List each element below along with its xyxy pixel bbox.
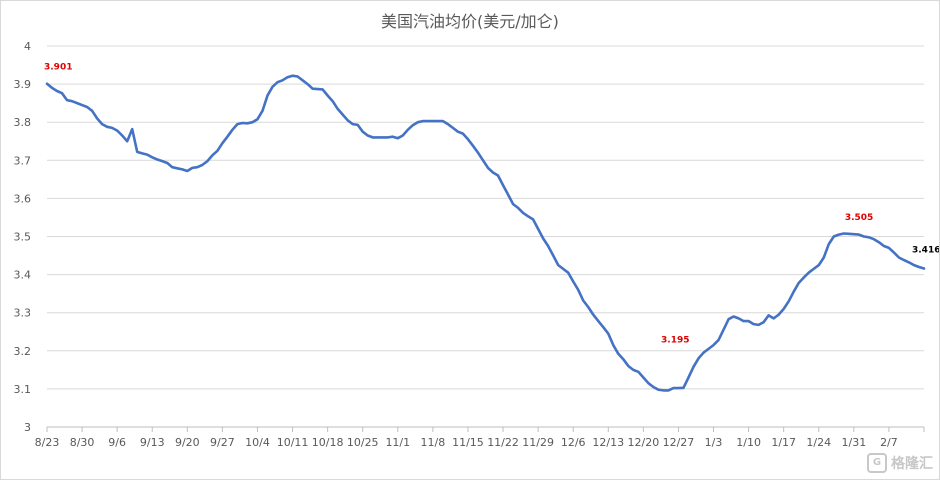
x-tick-label: 1/10 bbox=[736, 436, 761, 449]
data-label: 3.505 bbox=[845, 213, 873, 223]
series-line bbox=[45, 74, 926, 392]
x-tick-label: 11/22 bbox=[487, 436, 519, 449]
y-tick-label: 3.4 bbox=[14, 269, 32, 282]
x-tick-label: 1/31 bbox=[841, 436, 866, 449]
x-tick-label: 11/29 bbox=[522, 436, 554, 449]
watermark-logo: G 格隆汇 bbox=[867, 453, 933, 473]
gelonghui-logo-icon: G bbox=[867, 453, 887, 473]
chart-title: 美国汽油均价(美元/加仑) bbox=[381, 12, 559, 31]
x-tick-label: 11/1 bbox=[385, 436, 410, 449]
y-tick-label: 3.6 bbox=[14, 192, 32, 205]
x-tick-label: 1/24 bbox=[806, 436, 831, 449]
y-tick-label: 3.7 bbox=[14, 154, 32, 167]
x-tick-label: 2/7 bbox=[880, 436, 898, 449]
x-tick-label: 8/23 bbox=[35, 436, 60, 449]
gridlines bbox=[46, 45, 925, 432]
x-tick-label: 11/15 bbox=[452, 436, 484, 449]
y-tick-label: 4 bbox=[24, 40, 31, 53]
x-tick-label: 9/13 bbox=[140, 436, 165, 449]
data-annotations: 3.901 3.195 3.505 3.416 bbox=[44, 63, 939, 346]
x-tick-label: 9/6 bbox=[108, 436, 126, 449]
x-tick-label: 12/27 bbox=[663, 436, 695, 449]
y-tick-label: 3.3 bbox=[14, 307, 32, 320]
watermark-text: 格隆汇 bbox=[891, 456, 933, 472]
y-axis-tick-labels: 3 3.1 3.2 3.3 3.4 3.5 3.6 3.7 3.8 3.9 4 bbox=[14, 40, 32, 434]
x-tick-label: 11/8 bbox=[421, 436, 446, 449]
x-tick-label: 1/17 bbox=[771, 436, 796, 449]
x-tick-label: 9/20 bbox=[175, 436, 200, 449]
data-label: 3.901 bbox=[44, 63, 72, 73]
y-tick-label: 3.9 bbox=[14, 78, 32, 91]
x-axis-tick-labels: 8/23 8/30 9/6 9/13 9/20 9/27 10/4 10/11 10/18 10/… bbox=[35, 436, 898, 449]
y-tick-label: 3.8 bbox=[14, 116, 32, 129]
x-tick-label: 12/13 bbox=[592, 436, 624, 449]
x-tick-label: 12/6 bbox=[561, 436, 586, 449]
x-tick-label: 10/25 bbox=[347, 436, 379, 449]
x-tick-label: 9/27 bbox=[210, 436, 235, 449]
data-label: 3.416 bbox=[912, 246, 939, 256]
y-tick-label: 3.5 bbox=[14, 231, 32, 244]
x-tick-label: 1/3 bbox=[705, 436, 723, 449]
data-label: 3.195 bbox=[661, 336, 689, 346]
x-tick-label: 10/11 bbox=[277, 436, 309, 449]
x-tick-label: 10/18 bbox=[312, 436, 344, 449]
y-tick-label: 3 bbox=[24, 421, 31, 434]
x-tick-label: 8/30 bbox=[70, 436, 95, 449]
y-tick-label: 3.1 bbox=[14, 383, 32, 396]
x-tick-label: 12/20 bbox=[628, 436, 660, 449]
y-tick-label: 3.2 bbox=[14, 345, 32, 358]
x-tick-label: 10/4 bbox=[245, 436, 270, 449]
